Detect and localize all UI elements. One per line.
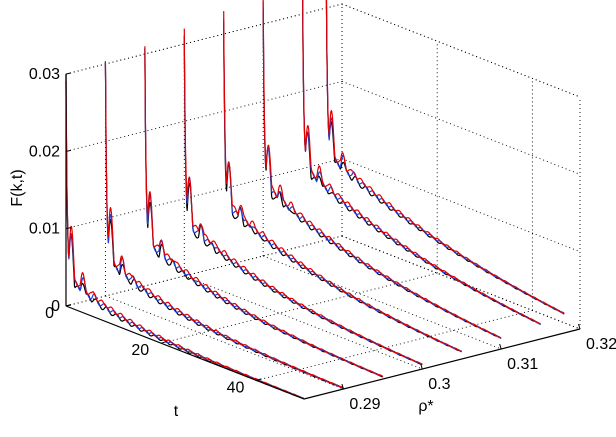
series-line [325,0,565,315]
series-line [262,8,502,339]
y-tick-label: 0.32 [586,336,616,353]
y-tick-label: 0.29 [349,396,380,413]
grid-line-z-t [341,3,581,98]
z-tick-label: 0 [51,298,60,315]
y-axis-line [303,328,581,400]
x-tick-label: 20 [131,342,149,359]
series-line [223,19,463,353]
z-tick-mark [65,72,72,75]
series-line [325,0,565,314]
x-axis-line [65,305,305,400]
grid-line-rho-floor [262,255,502,350]
series-line [104,61,344,389]
y-tick-mark [341,383,344,390]
y-tick-mark [420,363,423,370]
grid-line-z-t [341,80,581,175]
label-layer: F(k,t) t ρ* [9,169,434,420]
grid-line-rho-floor [105,295,344,390]
grid-line-rho-floor [341,235,581,330]
back-wall-edge [65,3,343,75]
y-tick-mark [578,323,581,330]
y-tick-mark [499,343,502,350]
series-line [223,23,462,352]
x-axis-label: t [174,403,179,420]
x-tick-mark [65,304,72,307]
series-line [262,0,502,339]
z-tick-label: 0.03 [29,66,60,83]
series-line [302,0,541,325]
y-tick-label: 0.31 [507,356,538,373]
back-wall-edge [341,3,581,98]
z-tick-label: 0.01 [29,221,60,238]
grid-line-rho-floor [184,275,423,370]
axis-layer: 0 0.01 0.02 0.03 0 20 40 0.29 0.3 0.31 0.32 [29,66,616,413]
curve-layer [65,0,565,400]
z-axis-label: F(k,t) [9,169,26,206]
x-tick-label: 40 [227,379,245,396]
series-line [223,11,462,353]
grid-line-z-rho [65,80,343,152]
x-tick-label: 0 [45,305,54,322]
grid-line-z-rho [65,3,343,75]
series-line [183,28,423,366]
z-tick-mark [65,149,72,152]
series-line [104,61,344,389]
grid-layer [65,3,581,390]
x-tick-mark [161,341,167,344]
z-tick-mark [65,227,72,230]
y-tick-label: 0.3 [428,376,450,393]
series-line [325,0,565,314]
x-tick-mark [256,378,262,381]
series-line [144,46,384,378]
grid-line-z-t [341,158,581,253]
y-axis-label: ρ* [418,398,433,415]
z-tick-label: 0.02 [29,143,60,160]
